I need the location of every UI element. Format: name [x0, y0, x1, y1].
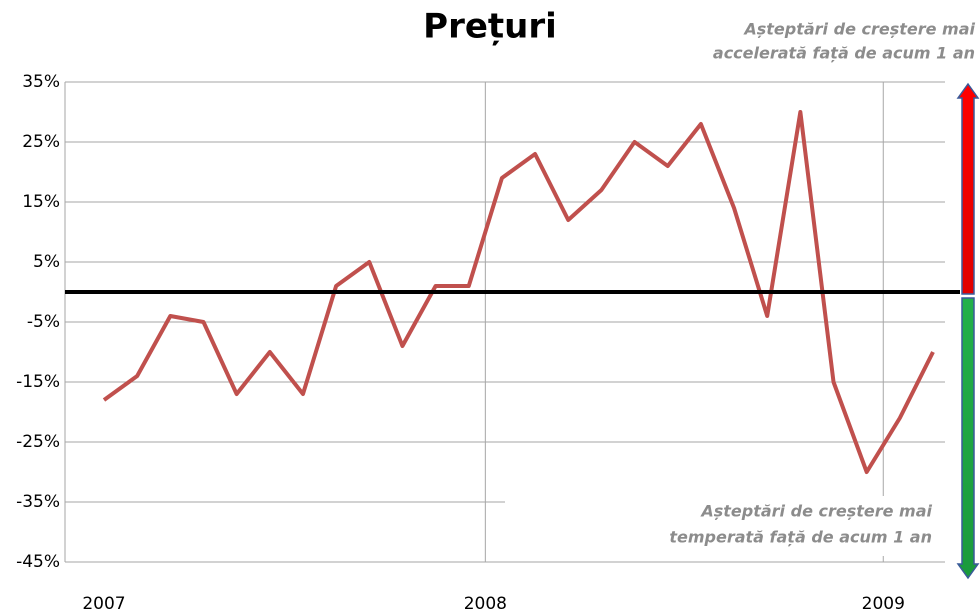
- annotation: accelerată față de acum 1 an: [713, 44, 975, 63]
- y-tick-label: 35%: [22, 72, 60, 92]
- x-tick-label: 2008: [464, 594, 507, 614]
- chart-title: Prețuri: [423, 7, 557, 47]
- up-arrow: [956, 82, 980, 295]
- y-tick-label: -5%: [27, 312, 60, 332]
- y-tick-label: -25%: [16, 432, 60, 452]
- annotation: Așteptări de creștere mai: [699, 502, 932, 521]
- down-arrow: [956, 297, 980, 580]
- annotation: temperată față de acum 1 an: [669, 528, 932, 547]
- y-tick-label: -45%: [16, 552, 60, 572]
- y-tick-label: 5%: [33, 252, 60, 272]
- annotation-background: [505, 496, 945, 556]
- x-tick-label: 2009: [862, 594, 905, 614]
- annotation: Așteptări de creștere mai: [742, 20, 975, 39]
- y-tick-label: -15%: [16, 372, 60, 392]
- y-tick-label: 25%: [22, 132, 60, 152]
- x-tick-label: 2007: [82, 594, 125, 614]
- y-tick-label: 15%: [22, 192, 60, 212]
- y-tick-label: -35%: [16, 492, 60, 512]
- data-line: [102, 110, 935, 474]
